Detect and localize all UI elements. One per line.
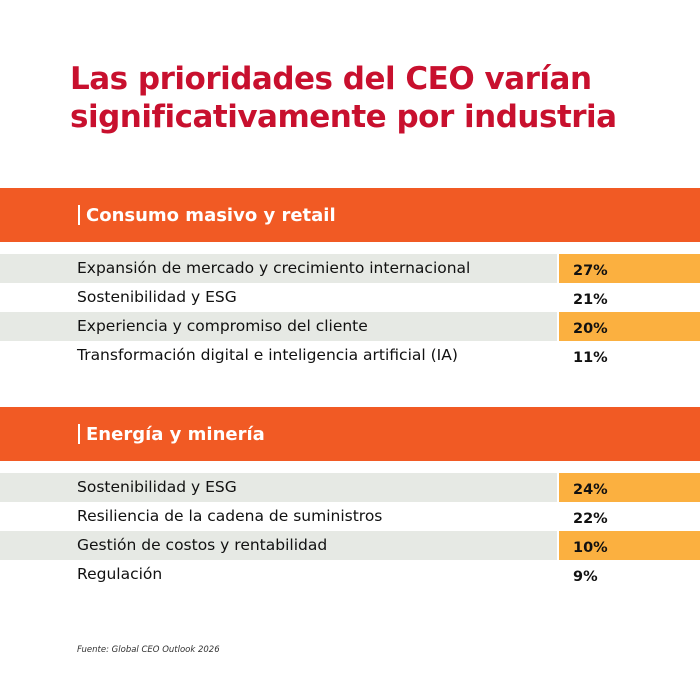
chart-title: Las prioridades del CEO varían significa… bbox=[70, 60, 670, 136]
value-highlight bbox=[559, 531, 700, 560]
section-rows: Sostenibilidad y ESG 24% Resiliencia de la… bbox=[0, 473, 700, 589]
row-label: Gestión de costos y rentabilidad bbox=[77, 536, 328, 554]
table-row: Regulación 9% bbox=[0, 560, 700, 589]
row-value: 24% bbox=[573, 482, 608, 498]
row-value: 27% bbox=[573, 263, 608, 279]
source-note: Fuente: Global CEO Outlook 2026 bbox=[77, 645, 220, 655]
row-value: 10% bbox=[573, 540, 608, 556]
row-value: 11% bbox=[573, 350, 608, 366]
table-row: Transformación digital e inteligencia ar… bbox=[0, 341, 700, 370]
header-bar-icon bbox=[78, 205, 80, 225]
row-shade bbox=[0, 531, 557, 560]
table-row: Resiliencia de la cadena de suministros 2… bbox=[0, 502, 700, 531]
header-bar-icon bbox=[78, 424, 80, 444]
value-highlight bbox=[559, 473, 700, 502]
table-row: Gestión de costos y rentabilidad 10% bbox=[0, 531, 700, 560]
title-line-2: significativamente por industria bbox=[70, 99, 617, 135]
row-label: Resiliencia de la cadena de suministros bbox=[77, 507, 383, 525]
section-consumo: Consumo masivo y retail Expansión de mer… bbox=[0, 188, 700, 370]
table-row: Expansión de mercado y crecimiento inter… bbox=[0, 254, 700, 283]
row-shade bbox=[0, 473, 557, 502]
row-label: Sostenibilidad y ESG bbox=[77, 478, 237, 496]
row-shade bbox=[0, 312, 557, 341]
table-row: Sostenibilidad y ESG 21% bbox=[0, 283, 700, 312]
row-shade bbox=[0, 254, 557, 283]
row-value: 21% bbox=[573, 292, 608, 308]
table-row: Sostenibilidad y ESG 24% bbox=[0, 473, 700, 502]
row-label: Transformación digital e inteligencia ar… bbox=[77, 346, 458, 364]
row-label: Expansión de mercado y crecimiento inter… bbox=[77, 259, 471, 277]
row-label: Experiencia y compromiso del cliente bbox=[77, 317, 368, 335]
section-energia: Energía y minería Sostenibilidad y ESG 24… bbox=[0, 407, 700, 589]
table-row: Experiencia y compromiso del cliente 20% bbox=[0, 312, 700, 341]
value-highlight bbox=[559, 312, 700, 341]
title-line-1: Las prioridades del CEO varían bbox=[70, 61, 592, 97]
section-header: Consumo masivo y retail bbox=[0, 188, 700, 242]
section-header: Energía y minería bbox=[0, 407, 700, 461]
row-value: 22% bbox=[573, 511, 608, 527]
row-label: Regulación bbox=[77, 565, 163, 583]
section-rows: Expansión de mercado y crecimiento inter… bbox=[0, 254, 700, 370]
row-label: Sostenibilidad y ESG bbox=[77, 288, 237, 306]
section-title: Energía y minería bbox=[86, 423, 265, 445]
section-title: Consumo masivo y retail bbox=[86, 204, 336, 226]
row-value: 9% bbox=[573, 569, 598, 585]
value-highlight bbox=[559, 254, 700, 283]
row-value: 20% bbox=[573, 321, 608, 337]
